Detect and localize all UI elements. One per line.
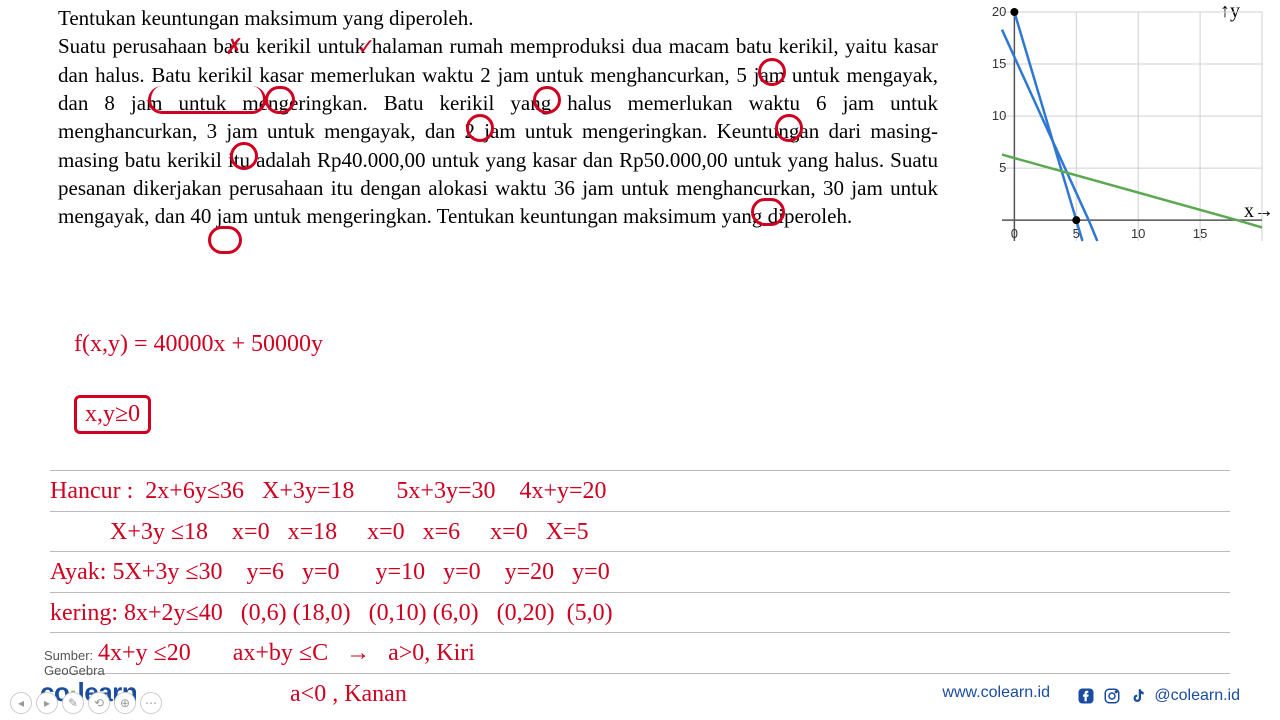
tiktok-icon [1128, 686, 1148, 706]
media-controls: ◂ ▸ ✎ ⟲ ⊕ ⋯ [10, 692, 162, 714]
refresh-button[interactable]: ⟲ [88, 692, 110, 714]
circle-8 [533, 86, 561, 114]
hw-line-5: kering: 8x+2y≤40 (0,6) (18,0) (0,10) (6,… [50, 593, 1230, 634]
sumber-label: Sumber: [44, 648, 93, 663]
hw-line-2: Hancur : 2x+6y≤36 X+3y=18 5x+3y=30 4x+y=… [50, 471, 1230, 512]
hw-line-4: Ayak: 5X+3y ≤30 y=6 y=0 y=10 y=0 y=20 y=… [50, 552, 1230, 593]
hw-line-6: 4x+y ≤20 ax+by ≤C → a>0, Kiri [50, 633, 1230, 674]
circle-6 [466, 114, 494, 142]
problem-text: Tentukan keuntungan maksimum yang dipero… [58, 4, 938, 231]
prev-button[interactable]: ◂ [10, 692, 32, 714]
edit-button[interactable]: ✎ [62, 692, 84, 714]
chart: 0510155101520 [970, 4, 1270, 269]
zoom-button[interactable]: ⊕ [114, 692, 136, 714]
circle-30 [208, 226, 242, 254]
underline-hancurkan [148, 86, 266, 114]
instagram-icon [1102, 686, 1122, 706]
problem-line1: Tentukan keuntungan maksimum yang dipero… [58, 6, 474, 30]
red-x-mark: ✗ [225, 34, 243, 60]
circle-2 [758, 58, 786, 86]
hw-formula: f(x,y) = 40000x + 50000y [74, 331, 323, 357]
facebook-icon [1076, 686, 1096, 706]
problem-body: Suatu perusahaan batu kerikil untuk hala… [58, 34, 938, 228]
circle-3 [775, 114, 803, 142]
svg-text:10: 10 [1131, 226, 1145, 241]
social-handle: @colearn.id [1154, 687, 1240, 705]
hw-constraint-box: x,y≥0 [74, 395, 151, 435]
handwriting-block: f(x,y) = 40000x + 50000y x,y≥0 Hancur : … [50, 290, 1230, 714]
svg-text:0: 0 [1011, 226, 1018, 241]
footer-url: www.colearn.id [942, 684, 1050, 702]
svg-text:20: 20 [992, 4, 1006, 19]
social-icons: @colearn.id [1076, 686, 1240, 706]
circle-36 [751, 198, 785, 226]
svg-text:15: 15 [1193, 226, 1207, 241]
svg-text:15: 15 [992, 56, 1006, 71]
hw-line-3: X+3y ≤18 x=0 x=18 x=0 x=6 x=0 X=5 [50, 512, 1230, 553]
sumber-value: GeoGebra [44, 663, 105, 678]
chart-svg: 0510155101520 [970, 4, 1270, 269]
svg-text:5: 5 [999, 160, 1006, 175]
red-check-mark: ✓ [357, 34, 375, 60]
play-button[interactable]: ▸ [36, 692, 58, 714]
source-label: Sumber: GeoGebra [44, 648, 105, 678]
hw-line-1: f(x,y) = 40000x + 50000y x,y≥0 [50, 290, 1230, 471]
hw-line-7: a<0 , Kanan [50, 674, 1230, 714]
more-button[interactable]: ⋯ [140, 692, 162, 714]
circle-2b [230, 142, 258, 170]
circle-5 [265, 86, 295, 114]
svg-text:10: 10 [992, 108, 1006, 123]
